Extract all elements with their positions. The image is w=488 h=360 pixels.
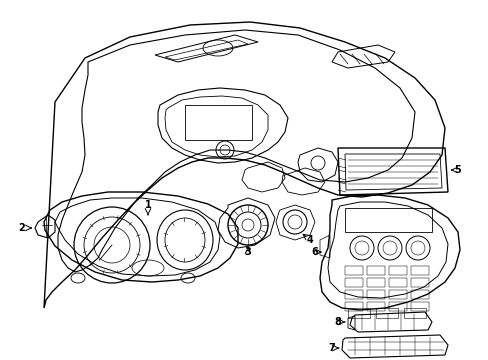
Text: 2: 2	[19, 223, 25, 233]
Text: 3: 3	[244, 247, 251, 257]
Text: 1: 1	[144, 200, 151, 210]
Text: 6: 6	[311, 247, 318, 257]
Text: 5: 5	[454, 165, 461, 175]
Text: 8: 8	[334, 317, 341, 327]
Text: 4: 4	[306, 235, 313, 245]
Text: 7: 7	[328, 343, 335, 353]
